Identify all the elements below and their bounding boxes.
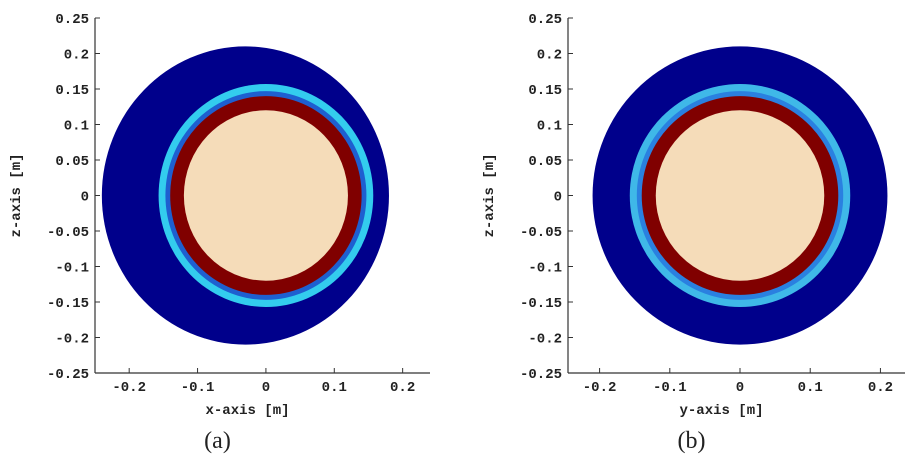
x-tick-label: 0 [736, 380, 744, 396]
y-tick-label: 0.15 [528, 83, 562, 99]
y-tick-label: 0.1 [537, 119, 562, 135]
x-tick-label: -0.1 [181, 380, 215, 396]
y-tick-label: -0.25 [47, 367, 89, 383]
y-tick-label: 0.05 [528, 154, 562, 170]
plot-area [101, 46, 389, 345]
y-tick-label: 0.2 [64, 48, 89, 64]
y-tick-label: -0.1 [528, 261, 562, 277]
y-axis-label: z-axis [m] [482, 153, 498, 237]
y-tick-label: -0.05 [47, 225, 89, 241]
x-tick-label: 0 [262, 380, 270, 396]
caption: (b) [678, 428, 706, 454]
y-tick-label: -0.2 [528, 332, 562, 348]
x-tick-label: 0.1 [322, 380, 347, 396]
plot-area [592, 46, 888, 345]
y-tick-label: -0.15 [47, 296, 89, 312]
y-axis-label: z-axis [m] [9, 153, 25, 237]
y-tick-label: 0.25 [528, 12, 562, 28]
circle-region [655, 110, 825, 281]
x-tick-label: 0.1 [798, 380, 823, 396]
x-tick-label: 0.2 [868, 380, 893, 396]
x-tick-label: -0.1 [653, 380, 687, 396]
y-tick-label: 0.05 [55, 154, 89, 170]
y-tick-label: -0.2 [55, 332, 89, 348]
x-axis-label: x-axis [m] [205, 403, 289, 419]
x-tick-label: -0.2 [583, 380, 617, 396]
circle-region [183, 110, 348, 281]
y-tick-label: 0.25 [55, 12, 89, 28]
x-tick-label: -0.2 [112, 380, 146, 396]
y-tick-label: -0.05 [520, 225, 562, 241]
caption: (a) [204, 428, 231, 454]
y-tick-label: 0 [81, 190, 89, 206]
y-tick-label: 0.15 [55, 83, 89, 99]
y-tick-label: 0.2 [537, 48, 562, 64]
x-axis-label: y-axis [m] [679, 403, 763, 419]
y-tick-label: 0 [554, 190, 562, 206]
y-tick-label: 0.1 [64, 119, 89, 135]
y-tick-label: -0.25 [520, 367, 562, 383]
x-tick-label: 0.2 [390, 380, 415, 396]
y-tick-label: -0.1 [55, 261, 89, 277]
y-tick-label: -0.15 [520, 296, 562, 312]
